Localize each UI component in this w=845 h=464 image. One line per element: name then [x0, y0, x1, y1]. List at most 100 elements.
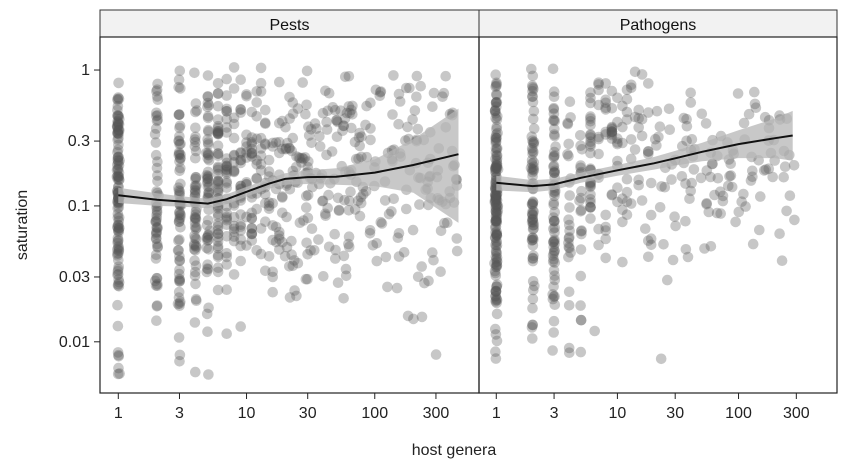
data-point [221, 213, 232, 224]
data-point [491, 78, 502, 89]
x-tick-label: 1 [114, 405, 123, 422]
data-point [526, 64, 537, 75]
data-point [617, 257, 628, 268]
panel-pathogens: Pathogens1 3 10 30 100 300 [479, 10, 837, 422]
data-point [114, 119, 125, 130]
y-tick-label: 0.1 [68, 198, 90, 215]
data-point [723, 181, 734, 192]
data-point [600, 78, 611, 89]
data-point [697, 109, 708, 120]
data-point [241, 89, 252, 100]
data-point [229, 62, 240, 73]
data-point [213, 101, 224, 112]
y-tick-label: 0.3 [68, 133, 90, 150]
data-point [229, 83, 240, 94]
data-point [630, 112, 641, 123]
data-point [387, 109, 398, 120]
data-point [321, 150, 332, 161]
x-tick-label: 300 [423, 405, 450, 422]
data-point [564, 300, 575, 311]
data-point [733, 88, 744, 99]
data-point [189, 68, 200, 79]
data-point [293, 258, 304, 269]
data-point [365, 135, 376, 146]
y-axis-title: saturation [14, 190, 31, 260]
data-point [203, 91, 214, 102]
data-point [175, 163, 186, 174]
data-point [221, 178, 232, 189]
data-point [113, 321, 124, 332]
data-point [173, 245, 184, 256]
data-point [564, 190, 575, 201]
data-point [267, 272, 278, 283]
data-point [386, 206, 397, 217]
data-point [576, 315, 587, 326]
data-point [213, 121, 224, 132]
data-point [416, 261, 427, 272]
data-point [365, 228, 376, 239]
data-point [191, 234, 202, 245]
data-point [203, 125, 214, 136]
data-point [529, 137, 540, 148]
data-point [340, 72, 351, 83]
data-point [274, 230, 285, 241]
strip-label: Pests [269, 17, 309, 34]
data-point [174, 217, 185, 228]
data-point [655, 202, 666, 213]
data-point [754, 225, 765, 236]
data-point [491, 281, 502, 292]
data-point [431, 349, 442, 360]
data-point [241, 240, 252, 251]
data-point [113, 227, 124, 238]
data-point [297, 77, 308, 88]
data-point [213, 148, 224, 159]
data-point [576, 347, 587, 358]
scatter-points [489, 64, 800, 365]
data-point [774, 228, 785, 239]
data-point [151, 108, 162, 119]
data-point [221, 231, 232, 242]
data-point [267, 220, 278, 231]
data-point [295, 217, 306, 228]
data-point [576, 205, 587, 216]
data-point [201, 243, 212, 254]
data-point [361, 186, 372, 197]
data-point [174, 74, 185, 85]
data-point [318, 271, 329, 282]
data-point [174, 276, 185, 287]
data-point [549, 207, 560, 218]
data-point [789, 215, 800, 226]
data-point [626, 83, 637, 94]
data-point [354, 141, 365, 152]
data-point [150, 129, 161, 140]
data-point [202, 259, 213, 270]
data-point [696, 173, 707, 184]
data-point [585, 202, 596, 213]
data-point [780, 161, 791, 172]
data-point [549, 150, 560, 161]
data-point [338, 293, 349, 304]
data-point [344, 205, 355, 216]
data-point [653, 132, 664, 143]
data-point [309, 245, 320, 256]
data-point [393, 119, 404, 130]
data-point [440, 71, 451, 82]
data-point [235, 74, 246, 85]
data-point [527, 333, 538, 344]
data-point [247, 208, 258, 219]
data-point [490, 266, 501, 277]
data-point [633, 180, 644, 191]
data-point [564, 202, 575, 213]
data-point [295, 153, 306, 164]
data-point [190, 141, 201, 152]
data-point [264, 166, 275, 177]
data-point [680, 216, 691, 227]
data-point [491, 230, 502, 241]
data-point [372, 256, 383, 267]
data-point [564, 287, 575, 298]
data-point [331, 115, 342, 126]
data-point [646, 210, 657, 221]
data-point [585, 116, 596, 127]
data-point [528, 294, 539, 305]
data-point [286, 236, 297, 247]
